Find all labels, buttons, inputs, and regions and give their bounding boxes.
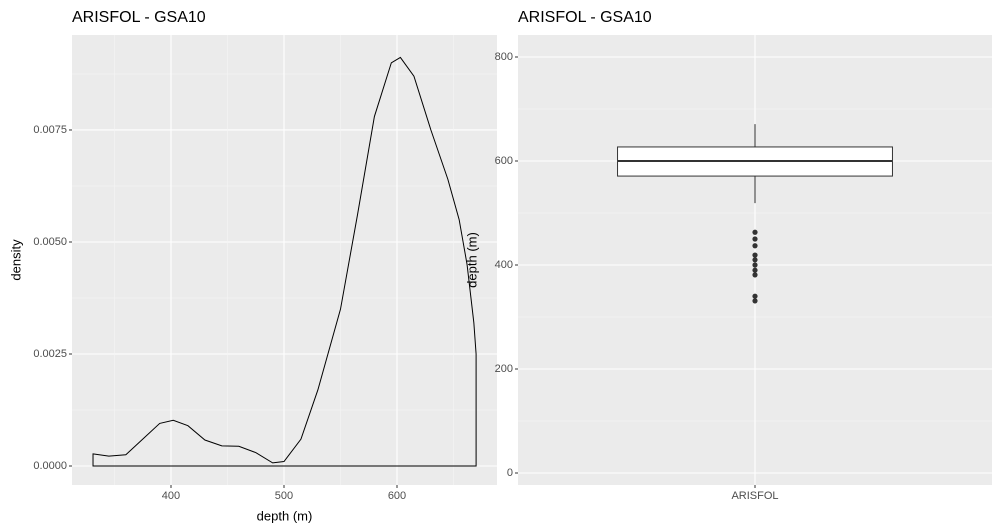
y-tick-label: 200: [495, 363, 513, 375]
y-tick-label: 800: [495, 51, 513, 63]
y-tick-label: 0: [507, 467, 513, 479]
outlier: [752, 298, 758, 304]
y-tick-label: 0.0000: [33, 460, 67, 472]
outlier: [752, 252, 758, 258]
x-axis-title: depth (m): [257, 508, 313, 523]
y-tick-label: 600: [495, 155, 513, 167]
x-tick-label: 400: [162, 490, 180, 502]
y-tick-label: 0.0025: [33, 348, 67, 360]
y-tick-label: 0.0050: [33, 236, 67, 248]
outlier: [752, 229, 758, 235]
x-tick-label: 600: [388, 490, 406, 502]
x-tick-label: 500: [275, 490, 293, 502]
density-curve: [92, 56, 477, 467]
y-tick-label: 0.0075: [33, 124, 67, 136]
x-tick-label: ARISFOL: [731, 490, 778, 502]
chart-title: ARISFOL - GSA10: [518, 9, 652, 26]
y-axis-title: depth (m): [464, 232, 479, 288]
outlier: [752, 293, 758, 299]
y-axis-title: density: [8, 239, 23, 281]
y-tick-label: 400: [495, 259, 513, 271]
chart-title: ARISFOL - GSA10: [72, 9, 206, 26]
outlier: [752, 236, 758, 242]
outlier: [752, 272, 758, 278]
outlier: [752, 257, 758, 263]
outlier: [752, 267, 758, 273]
outlier: [752, 262, 758, 268]
outlier: [752, 243, 758, 249]
